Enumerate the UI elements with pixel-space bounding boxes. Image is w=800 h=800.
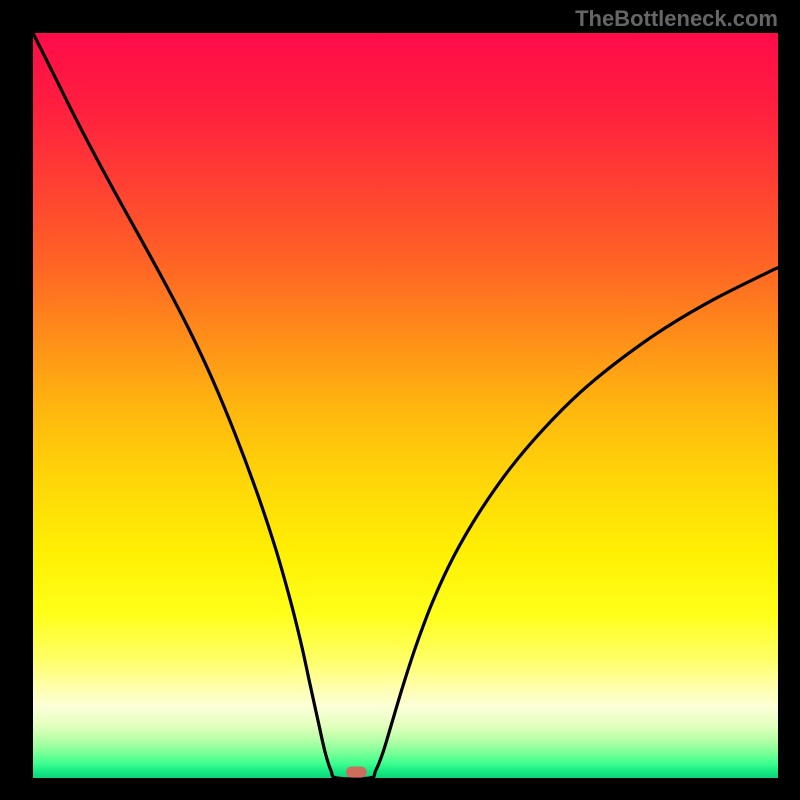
- watermark-text: TheBottleneck.com: [575, 6, 778, 32]
- curve-path: [33, 33, 778, 778]
- chart-container: TheBottleneck.com: [0, 0, 800, 800]
- bottleneck-curve: [33, 33, 778, 778]
- bottleneck-marker: [346, 766, 367, 777]
- plot-area: [33, 33, 778, 778]
